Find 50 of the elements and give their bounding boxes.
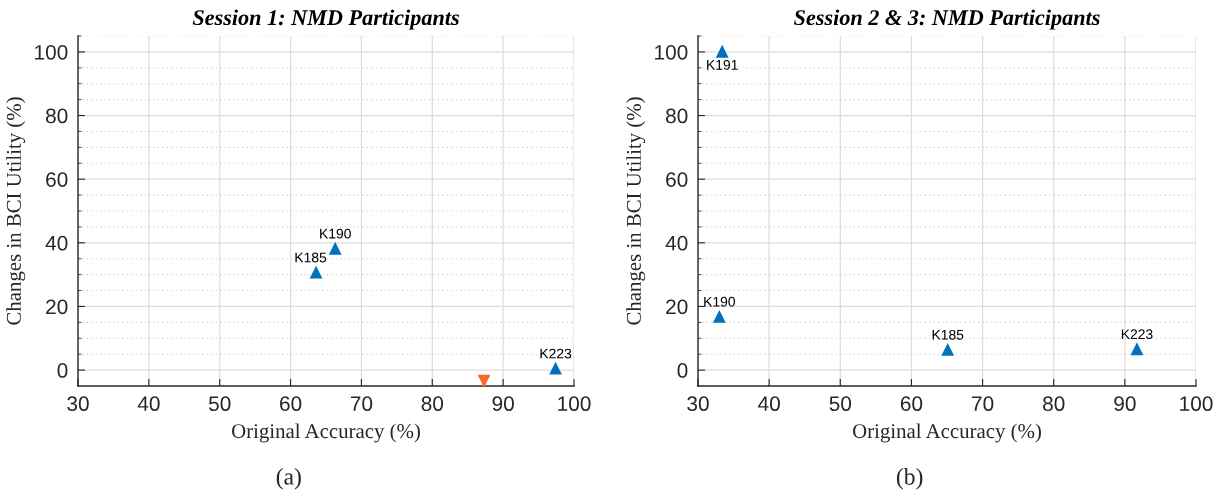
x-tick-label: 90 xyxy=(492,396,514,412)
y-tick-label: 60 xyxy=(666,172,688,187)
x-tick-label: 80 xyxy=(421,396,444,412)
annotation: K185 xyxy=(932,329,964,340)
x-tick-label: 70 xyxy=(972,396,994,412)
point xyxy=(715,44,729,58)
y-tick-label: 80 xyxy=(46,108,68,124)
y-tick-label: 100 xyxy=(655,44,688,60)
x-tick-label: 50 xyxy=(208,396,231,412)
text: (a) xyxy=(276,468,301,490)
x-tick-label: 50 xyxy=(829,396,852,412)
x-axis-title: Original Accuracy (%) xyxy=(852,423,1041,443)
x-tick-label: 40 xyxy=(758,396,780,412)
y-axis-title: Changes in BCI Utility (%) xyxy=(626,97,646,325)
annotation: K190 xyxy=(704,296,736,307)
y-tick-label: 20 xyxy=(46,299,68,315)
y-tick-label: 60 xyxy=(46,172,68,187)
y-tick-label: 0 xyxy=(677,363,688,378)
y-tick-label: 100 xyxy=(35,44,68,60)
point xyxy=(549,361,562,375)
y-tick-label: 20 xyxy=(666,299,688,315)
text: (b) xyxy=(896,468,923,490)
point xyxy=(712,309,726,323)
y-tick-label: 0 xyxy=(57,363,68,378)
y-axis-title: Changes in BCI Utility (%) xyxy=(6,97,26,325)
x-tick-label: 60 xyxy=(280,396,302,412)
x-tick-label: 90 xyxy=(1114,396,1136,412)
x-tick-label: 80 xyxy=(1043,396,1065,412)
chart-title: Session 1: NMD Participants xyxy=(192,9,459,30)
x-axis-title: Original Accuracy (%) xyxy=(231,423,420,443)
x-tick-label: 40 xyxy=(137,396,160,412)
x-tick-label: 30 xyxy=(67,396,89,412)
x-tick-label: 100 xyxy=(1180,396,1213,412)
annotation: K223 xyxy=(540,348,572,359)
y-tick-label: 80 xyxy=(666,108,688,124)
y-tick-label: 40 xyxy=(45,235,68,251)
point xyxy=(941,343,955,356)
x-tick-label: 30 xyxy=(687,396,709,412)
x-tick-label: 70 xyxy=(350,396,373,412)
chart-title: Session 2 & 3: NMD Participants xyxy=(793,9,1100,30)
point xyxy=(328,241,342,255)
x-tick-label: 100 xyxy=(558,396,591,412)
annotation: K185 xyxy=(295,252,327,263)
point xyxy=(477,374,491,388)
x-tick-label: 60 xyxy=(900,396,923,412)
point xyxy=(1130,342,1144,356)
annotation: K190 xyxy=(320,228,351,239)
annotation: K191 xyxy=(707,59,738,70)
annotation: K223 xyxy=(1121,329,1153,340)
y-tick-label: 40 xyxy=(665,235,688,251)
